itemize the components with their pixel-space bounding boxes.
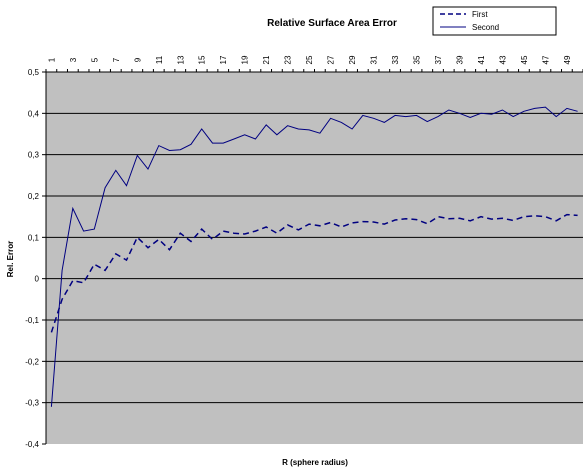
x-tick-label: 29 [348,55,357,64]
x-tick-label: 23 [284,55,293,64]
legend-label-second: Second [472,23,499,32]
legend: First Second [432,6,557,36]
x-tick-label: 21 [262,55,271,64]
x-tick-label: 31 [370,55,379,64]
x-tick-label: 33 [391,55,400,64]
x-tick-label: 3 [69,57,78,62]
x-axis: 1 3 5 7 9 11 13 15 17 19 21 23 25 27 29 31 33 35 37 39 41 43 4… [45,55,583,73]
x-tick-label: 35 [413,55,422,64]
gridlines [46,112,583,404]
x-tick-label: 9 [133,57,142,62]
x-tick-label: 17 [219,55,228,64]
y-tick-label: -0,3 [25,399,39,408]
y-tick-label: -0,2 [25,357,39,366]
x-tick-label: 7 [112,57,121,62]
x-tick-label: 5 [90,57,99,62]
x-tick-label: 13 [176,55,185,64]
x-tick-label: 41 [477,55,486,64]
y-tick-label: -0,1 [25,316,39,325]
x-tick-label: 1 [47,57,56,62]
series-layer [50,106,578,407]
x-tick-label: 19 [241,55,250,64]
x-tick-label: 11 [155,55,164,64]
y-tick-label: -0,4 [25,440,39,449]
x-tick-label: 45 [520,55,529,64]
y-axis-title: Rel. Error [6,241,15,277]
y-tick-label: 0,2 [28,192,40,201]
x-tick-label: 49 [563,55,572,64]
y-tick-label: 0 [35,275,40,284]
y-tick-label: 0,3 [28,151,40,160]
x-tick-label: 37 [434,55,443,64]
x-tick-label: 15 [198,55,207,64]
series-line-second [50,106,578,407]
x-tick-label: 25 [305,55,314,64]
plot-area [46,72,583,444]
legend-box [432,6,557,36]
legend-label-first: First [472,10,488,19]
y-tick-label: 0,5 [28,68,40,77]
chart-title: Relative Surface Area Error [267,18,397,29]
x-tick-label: 47 [541,55,550,64]
x-axis-title: R (sphere radius) [282,458,348,467]
series-line-first [50,213,578,333]
x-tick-label: 27 [327,55,336,64]
x-tick-label: 43 [498,55,507,64]
x-tick-label: 39 [455,55,464,64]
y-tick-label: 0,1 [28,233,40,242]
y-tick-label: 0,4 [28,109,40,118]
y-axis: 0,5 0,4 0,3 0,2 0,1 0 -0,1 -0,2 -0,3 -0,4 [25,68,47,449]
